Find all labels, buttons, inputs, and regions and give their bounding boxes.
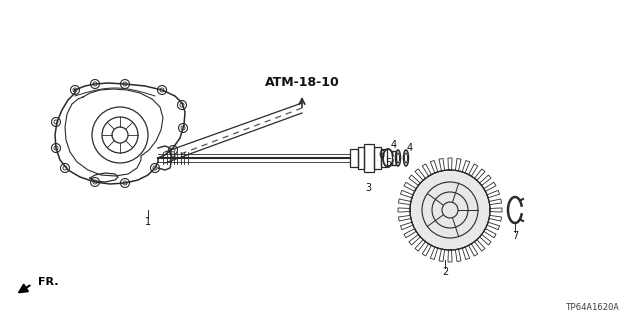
Text: 1: 1	[145, 217, 151, 227]
Bar	[364, 144, 374, 172]
Text: 3: 3	[365, 183, 371, 193]
Bar	[358, 147, 364, 169]
Bar	[374, 147, 381, 169]
Text: 4: 4	[407, 143, 413, 153]
Text: 7: 7	[512, 231, 518, 241]
Text: 6: 6	[378, 150, 384, 160]
Text: 2: 2	[442, 267, 448, 277]
Text: FR.: FR.	[38, 277, 58, 287]
Circle shape	[410, 170, 490, 250]
Bar	[392, 151, 396, 165]
Bar	[350, 149, 358, 167]
Text: TP64A1620A: TP64A1620A	[566, 303, 620, 313]
Text: 4: 4	[391, 140, 397, 150]
Text: 5: 5	[385, 158, 391, 168]
Bar	[381, 149, 387, 167]
Text: ATM-18-10: ATM-18-10	[264, 76, 339, 89]
